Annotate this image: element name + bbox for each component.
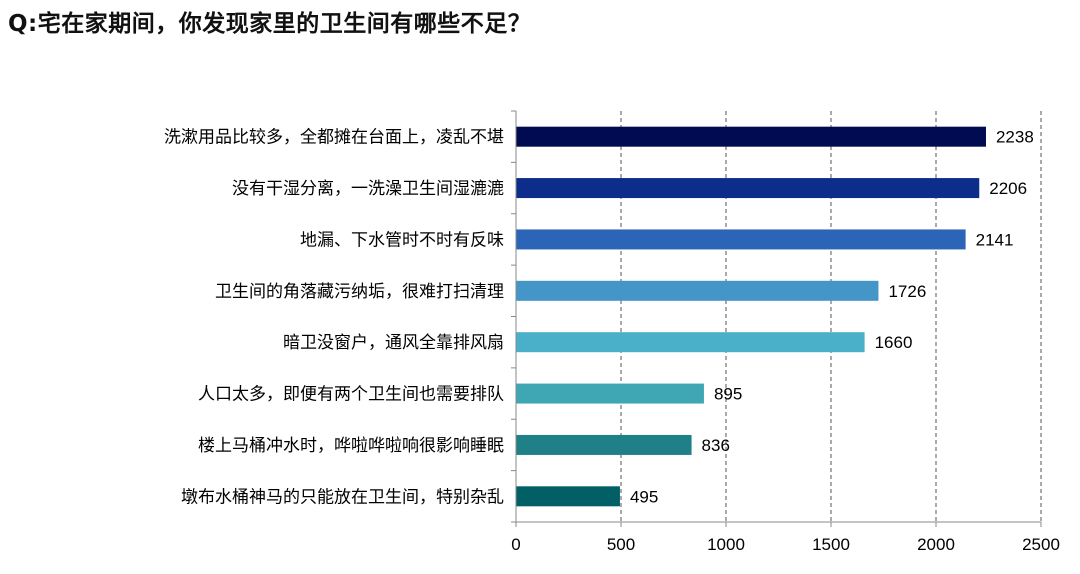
bar-4 (516, 280, 879, 301)
bar-5 (516, 332, 865, 353)
category-label-7: 楼上马桶冲水时，哗啦哗啦响很影响睡眠 (198, 436, 504, 456)
category-label-2: 没有干湿分离，一洗澡卫生间湿漉漉 (232, 179, 504, 199)
category-label-8: 墩布水桶神马的只能放在卫生间，特别杂乱 (181, 487, 504, 507)
gridlines (620, 111, 1042, 522)
bar-6 (516, 383, 704, 404)
value-label-1: 2238 (996, 128, 1034, 147)
bar-7 (516, 434, 692, 455)
bars (516, 126, 986, 507)
chart-title: Q:宅在家期间，你发现家里的卫生间有哪些不足？ (8, 11, 532, 37)
value-label-7: 836 (702, 436, 730, 455)
axes (511, 110, 1042, 527)
value-label-3: 2141 (976, 230, 1014, 249)
value-label-6: 895 (714, 385, 742, 404)
category-label-5: 暗卫没窗户，通风全靠排风扇 (283, 333, 504, 353)
category-label-6: 人口太多，即便有两个卫生间也需要排队 (198, 385, 504, 405)
x-tick-label-1500: 1500 (812, 535, 850, 554)
x-tick-label-2500: 2500 (1022, 535, 1060, 554)
value-label-2: 2206 (989, 179, 1027, 198)
bar-3 (516, 229, 966, 250)
x-tick-label-0: 0 (511, 535, 520, 554)
x-tick-label-2000: 2000 (917, 535, 955, 554)
category-label-3: 地漏、下水管时不时有反味 (300, 230, 504, 250)
bar-1 (516, 126, 986, 147)
value-label-5: 1660 (875, 333, 913, 352)
value-label-8: 495 (630, 487, 658, 506)
bar-8 (516, 486, 620, 507)
category-label-4: 卫生间的角落藏污纳垢，很难打扫清理 (215, 282, 504, 302)
bar-2 (516, 178, 980, 199)
value-label-4: 1726 (888, 282, 926, 301)
category-label-1: 洗漱用品比较多，全都摊在台面上，凌乱不堪 (164, 128, 504, 148)
labels: 0 500 1000 1500 2000 2500 洗漱用品比较多，全都摊在台面上，凌乱不堪… (164, 128, 1060, 554)
x-tick-label-1000: 1000 (707, 535, 745, 554)
x-tick-label-500: 500 (607, 535, 635, 554)
